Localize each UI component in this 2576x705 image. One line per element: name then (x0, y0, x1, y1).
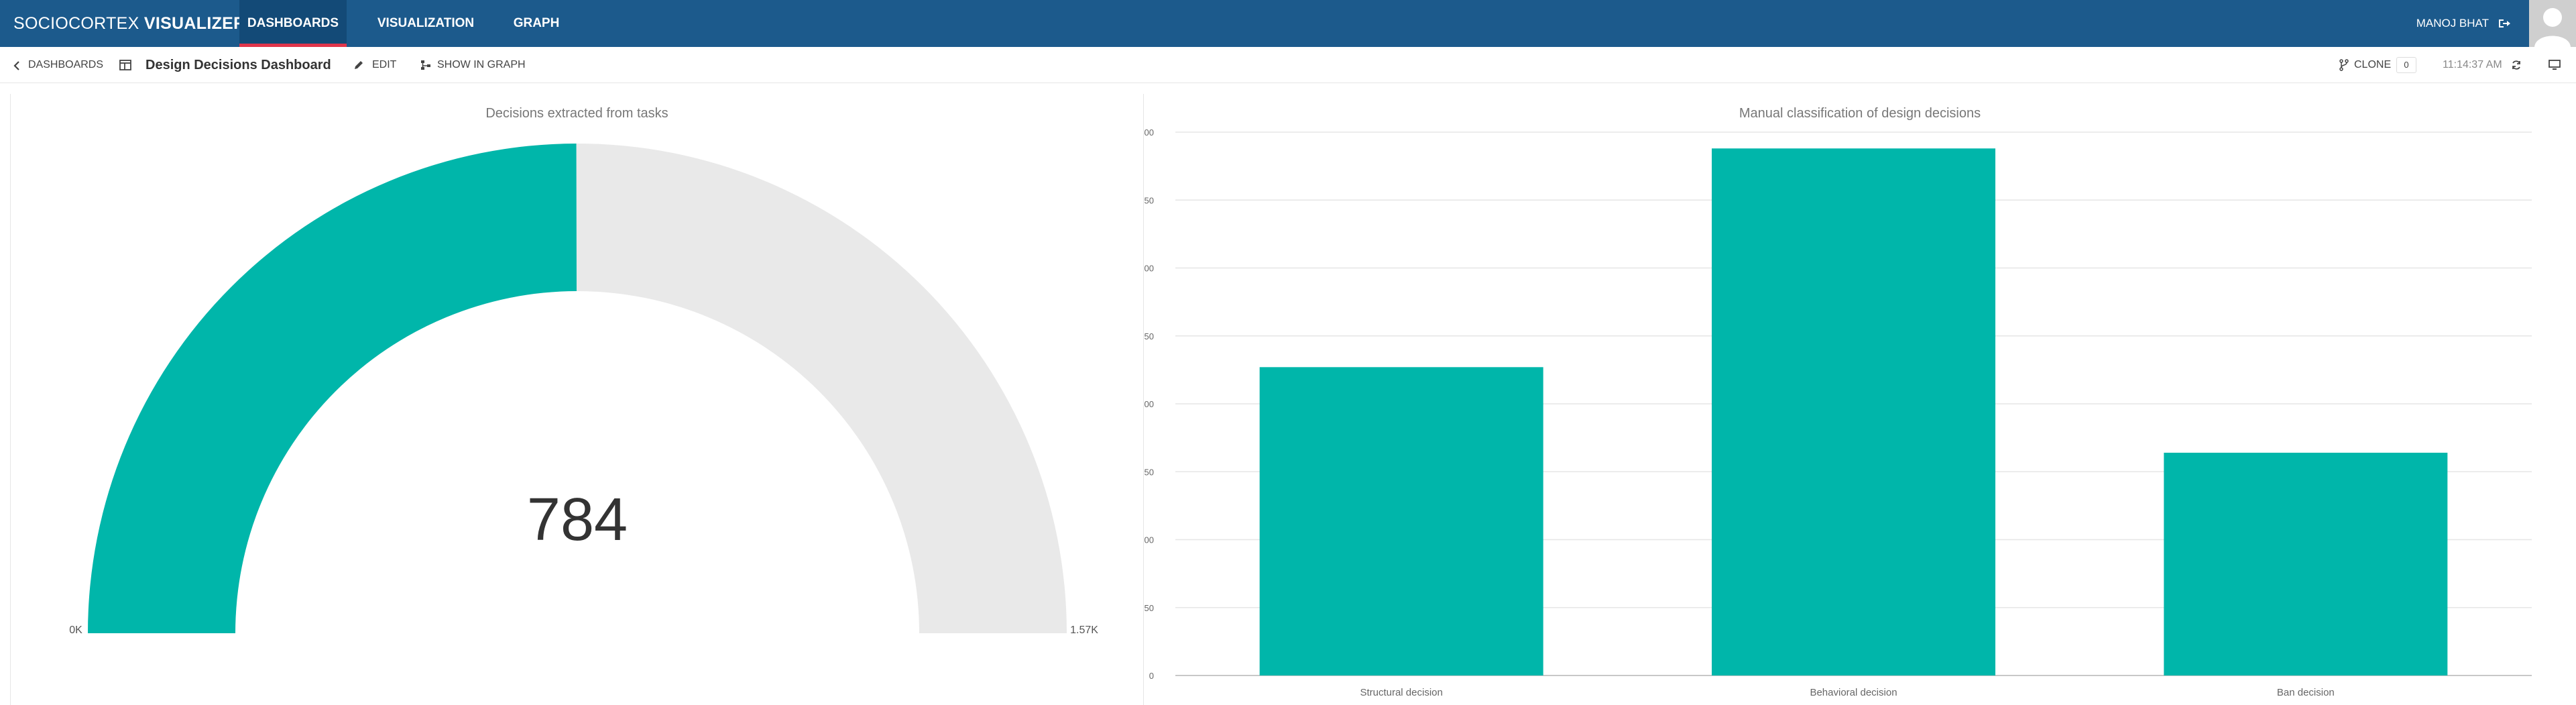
y-tick-label: 100 (1144, 535, 1154, 545)
clone-count-badge: 0 (2396, 57, 2416, 73)
x-tick-label: Behavioral decision (1810, 687, 1897, 698)
top-navbar: SOCIOCORTEX VISUALIZER DASHBOARDS VISUAL… (0, 0, 2576, 77)
bar-structural-decision[interactable] (1259, 367, 1543, 675)
clone-button[interactable]: CLONE (2354, 59, 2392, 70)
chevron-left-icon[interactable] (13, 61, 20, 70)
pencil-icon[interactable] (353, 60, 364, 70)
gauge-panel: Decisions extracted from tasks 784 0K 1.… (10, 94, 1143, 705)
graph-nodes-icon[interactable] (420, 59, 432, 71)
y-tick-label: 150 (1144, 467, 1154, 477)
bar-chart-panel: Manual classification of design decision… (1143, 94, 2576, 705)
brand-light: SOCIOCORTEX (13, 14, 139, 33)
y-tick-label: 50 (1145, 603, 1154, 613)
gauge-min-label: 0K (69, 625, 82, 636)
bar-behavioral-decision[interactable] (1712, 148, 1995, 676)
gauge-chart: 784 0K 1.57K (69, 144, 1098, 636)
y-tick-label: 400 (1144, 127, 1154, 138)
gauge-value: 784 (527, 486, 628, 553)
bar-chart-title: Manual classification of design decision… (1739, 106, 1981, 121)
nav-dashboards[interactable]: DASHBOARDS (239, 0, 347, 47)
dashboard-toolbar: DASHBOARDS Design Decisions Dashboard ED… (0, 47, 2576, 83)
y-tick-label: 300 (1144, 264, 1154, 274)
y-tick-label: 0 (1149, 671, 1154, 681)
bar-chart: 0 50 100 150 200 250 300 350 400 Structural decis… (1144, 127, 2532, 698)
gauge-max-label: 1.57K (1070, 625, 1098, 636)
monitor-icon[interactable] (2549, 60, 2561, 70)
y-tick-label: 200 (1144, 399, 1154, 409)
edit-button[interactable]: EDIT (372, 59, 397, 70)
last-updated-time: 11:14:37 AM (2443, 59, 2502, 70)
gauge-value-arc[interactable] (88, 144, 577, 633)
x-tick-label: Ban decision (2277, 687, 2335, 698)
dashboard-icon (119, 60, 131, 70)
gauge-title: Decisions extracted from tasks (485, 106, 668, 121)
avatar-icon[interactable] (2529, 0, 2576, 47)
fork-icon[interactable] (2339, 59, 2349, 71)
logout-icon[interactable] (2498, 18, 2510, 29)
y-tick-label: 250 (1144, 331, 1154, 341)
y-tick-label: 350 (1144, 195, 1154, 205)
back-to-dashboards-link[interactable]: DASHBOARDS (28, 59, 104, 70)
user-menu[interactable]: MANOJ BHAT (2416, 17, 2489, 30)
app-brand[interactable]: SOCIOCORTEX VISUALIZER (13, 0, 245, 47)
nav-graph[interactable]: GRAPH (513, 16, 560, 30)
bar-ban-decision[interactable] (2164, 452, 2448, 675)
nav-visualization-types[interactable]: VISUALIZATION TYPES (377, 16, 475, 77)
x-tick-label: Structural decision (1360, 687, 1442, 698)
refresh-icon[interactable] (2511, 60, 2522, 70)
page-title: Design Decisions Dashboard (145, 58, 331, 72)
brand-bold: VISUALIZER (143, 14, 246, 33)
show-in-graph-button[interactable]: SHOW IN GRAPH (437, 59, 526, 70)
